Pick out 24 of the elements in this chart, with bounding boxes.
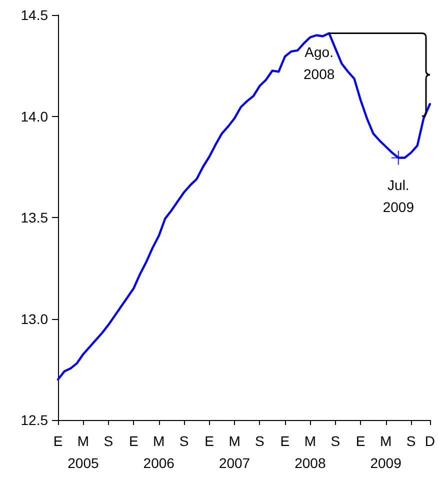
x-tick-label: E bbox=[280, 433, 290, 449]
x-tick-label: S bbox=[104, 433, 114, 449]
y-tick-label: 14.5 bbox=[20, 7, 48, 23]
line-series bbox=[56, 32, 432, 381]
x-tick-label: M 2006 bbox=[143, 433, 175, 471]
x-tick-label: M 2005 bbox=[68, 433, 99, 471]
x-tick-label: S bbox=[179, 433, 189, 449]
x-tick-label: M 2009 bbox=[370, 433, 402, 471]
x-tick-label: E bbox=[356, 433, 366, 449]
x-tick-label: D bbox=[424, 433, 436, 449]
x-tick-label: M 2008 bbox=[294, 433, 326, 471]
x-tick-label: S bbox=[255, 433, 264, 449]
annotation: Jul. 2009 bbox=[382, 176, 414, 215]
y-tick-label: 13.5 bbox=[20, 210, 48, 226]
x-tick-label: S bbox=[406, 433, 416, 449]
x-tick-label: E bbox=[204, 433, 214, 449]
x-tick-label: E bbox=[128, 433, 138, 449]
y-tick-label: 13.0 bbox=[20, 310, 48, 327]
x-tick-label: S bbox=[330, 433, 340, 449]
x-tick-label: E bbox=[53, 433, 63, 449]
x-tick-label: M 2007 bbox=[218, 433, 250, 471]
y-tick-label: 14.0 bbox=[20, 108, 48, 124]
y-tick-label: 12.5 bbox=[20, 412, 48, 428]
annotation: Ago. 2008 bbox=[304, 44, 335, 82]
